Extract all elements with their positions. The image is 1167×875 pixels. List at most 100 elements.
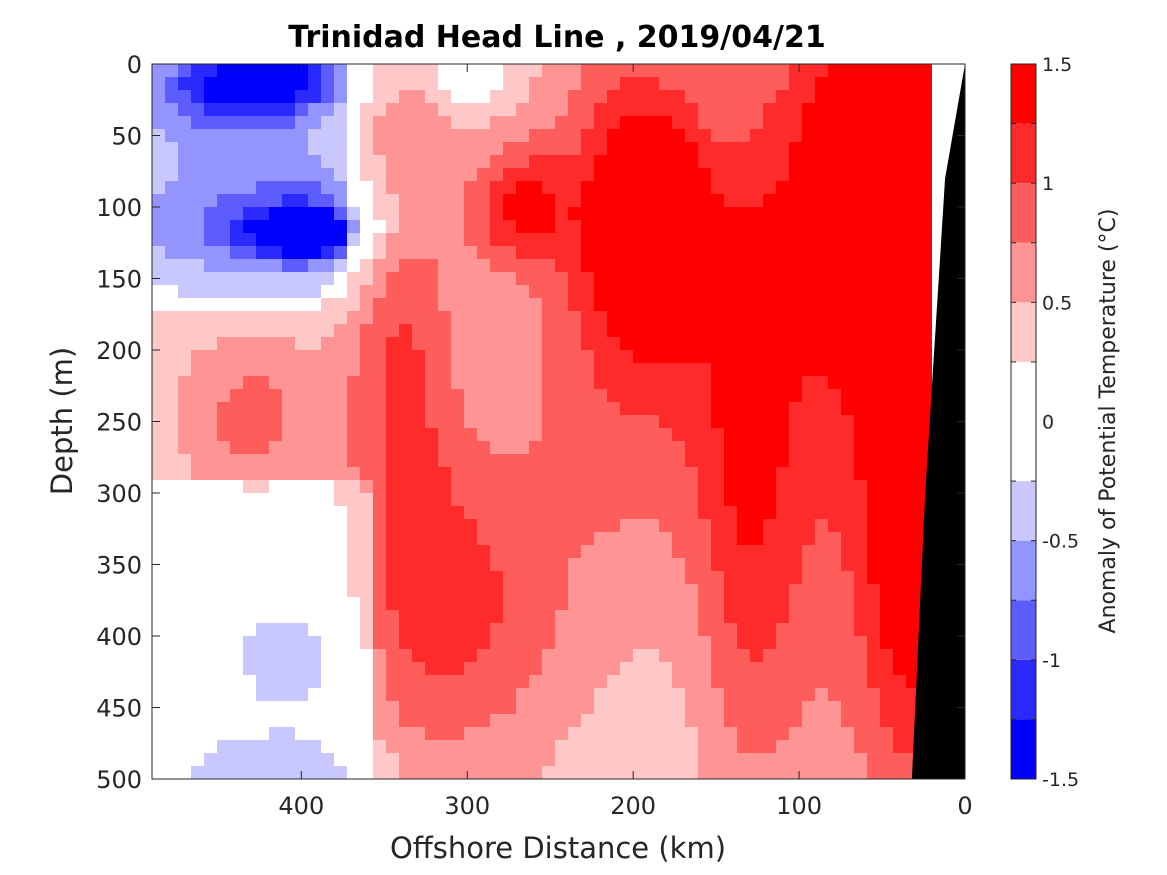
heatmap-cell-3459 — [893, 766, 907, 779]
heatmap-cell-2850 — [347, 649, 361, 663]
heatmap-cell-160 — [594, 90, 608, 104]
heatmap-cell-99 — [620, 77, 634, 91]
heatmap-cell-1881 — [854, 441, 868, 455]
heatmap-cell-2181 — [659, 506, 673, 520]
heatmap-cell-3424 — [438, 766, 452, 779]
heatmap-cell-134 — [256, 90, 270, 104]
heatmap-cell-693 — [152, 207, 166, 221]
heatmap-cell-1903 — [321, 454, 335, 468]
heatmap-cell-3194 — [724, 714, 738, 728]
heatmap-cell-308 — [880, 116, 894, 130]
heatmap-cell-1284 — [464, 324, 478, 338]
heatmap-cell-2920 — [438, 662, 452, 676]
heatmap-cell-2432 — [646, 558, 660, 572]
heatmap-cell-2584 — [165, 597, 179, 611]
heatmap-cell-1502 — [841, 363, 855, 377]
heatmap-cell-3215 — [178, 727, 192, 741]
heatmap-cell-1925 — [607, 454, 621, 468]
heatmap-cell-492 — [815, 155, 829, 169]
heatmap-cell-979 — [594, 259, 608, 273]
heatmap-cell-2125 — [750, 493, 764, 507]
heatmap-cell-3329 — [841, 740, 855, 754]
heatmap-cell-2323 — [867, 532, 881, 546]
heatmap-cell-3054 — [542, 688, 556, 702]
heatmap-cell-2992 — [555, 675, 569, 689]
heatmap-cell-1964 — [295, 467, 309, 481]
heatmap-cell-1153 — [399, 298, 413, 312]
heatmap-cell-288 — [620, 116, 634, 130]
heatmap-cell-906 — [464, 246, 478, 260]
heatmap-cell-960 — [347, 259, 361, 273]
heatmap-cell-1742 — [685, 415, 699, 429]
heatmap-cell-1591 — [360, 389, 374, 403]
heatmap-cell-1285 — [477, 324, 491, 338]
heatmap-cell-339 — [464, 129, 478, 143]
heatmap-cell-1788 — [464, 428, 478, 442]
heatmap-cell-2934 — [620, 662, 634, 676]
heatmap-cell-1627 — [828, 389, 842, 403]
heatmap-cell-2375 — [724, 545, 738, 559]
heatmap-cell-941 — [919, 246, 933, 260]
heatmap-cell-3420 — [386, 766, 400, 779]
heatmap-cell-1242 — [737, 311, 751, 325]
heatmap-cell-173 — [763, 90, 777, 104]
heatmap-cell-1770 — [230, 428, 244, 442]
heatmap-cell-1499 — [802, 363, 816, 377]
heatmap-cell-2072 — [880, 480, 894, 494]
heatmap-cell-2783 — [295, 636, 309, 650]
heatmap-cell-365 — [802, 129, 816, 143]
heatmap-cell-186 — [932, 90, 946, 104]
heatmap-cell-953 — [256, 259, 270, 273]
heatmap-cell-2255 — [802, 519, 816, 533]
heatmap-cell-1789 — [477, 428, 491, 442]
heatmap-cell-2177 — [607, 506, 621, 520]
heatmap-cell-1776 — [308, 428, 322, 442]
heatmap-cell-2932 — [594, 662, 608, 676]
heatmap-cell-1546 — [594, 376, 608, 390]
heatmap-cell-2357 — [490, 545, 504, 559]
heatmap-cell-2070 — [854, 480, 868, 494]
heatmap-cell-2501 — [724, 571, 738, 585]
heatmap-cell-900 — [386, 246, 400, 260]
heatmap-cell-3341 — [178, 753, 192, 767]
heatmap-cell-2942 — [724, 662, 738, 676]
heatmap-cell-3312 — [620, 740, 634, 754]
heatmap-cell-158 — [568, 90, 582, 104]
heatmap-cell-2063 — [763, 480, 777, 494]
heatmap-cell-1957 — [204, 467, 218, 481]
heatmap-cell-2856 — [425, 649, 439, 663]
heatmap-cell-1890 — [152, 454, 166, 468]
heatmap-cell-682 — [828, 194, 842, 208]
heatmap-cell-2760 — [815, 623, 829, 637]
heatmap-cell-77 — [334, 77, 348, 91]
heatmap-cell-191 — [178, 103, 192, 117]
heatmap-cell-3288 — [308, 740, 322, 754]
heatmap-cell-2217 — [308, 519, 322, 533]
heatmap-cell-3377 — [646, 753, 660, 767]
heatmap-cell-1524 — [308, 376, 322, 390]
heatmap-cell-3014 — [841, 675, 855, 689]
heatmap-cell-2767 — [906, 623, 920, 637]
heatmap-cell-2854 — [399, 649, 413, 663]
heatmap-cell-3331 — [867, 740, 881, 754]
heatmap-cell-1206 — [269, 311, 283, 325]
heatmap-cell-1720 — [399, 415, 413, 429]
heatmap-cell-340 — [477, 129, 491, 143]
heatmap-cell-2110 — [555, 493, 569, 507]
heatmap-cell-1185 — [815, 298, 829, 312]
heatmap-cell-1611 — [620, 389, 634, 403]
heatmap-cell-889 — [243, 246, 257, 260]
heatmap-cell-1343 — [412, 337, 426, 351]
heatmap-cell-1541 — [529, 376, 543, 390]
heatmap-cell-2718 — [269, 623, 283, 637]
heatmap-cell-2180 — [646, 506, 660, 520]
heatmap-cell-1994 — [685, 467, 699, 481]
heatmap-cell-771 — [347, 220, 361, 234]
heatmap-cell-395 — [373, 142, 387, 156]
heatmap-cell-546 — [698, 168, 712, 182]
heatmap-cell-94 — [555, 77, 569, 91]
heatmap-cell-951 — [230, 259, 244, 273]
heatmap-cell-448 — [243, 155, 257, 169]
heatmap-cell-3178 — [516, 714, 530, 728]
